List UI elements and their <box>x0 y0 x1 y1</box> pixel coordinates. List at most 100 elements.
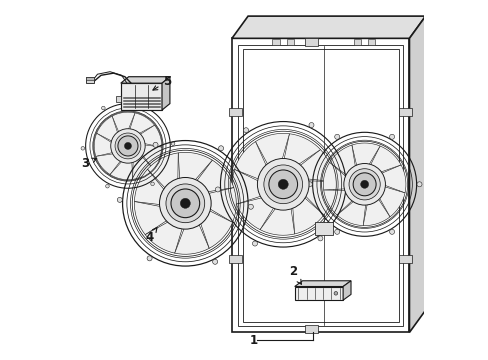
Bar <box>86 77 94 80</box>
Polygon shape <box>292 194 323 234</box>
Circle shape <box>389 229 394 234</box>
Bar <box>228 255 242 263</box>
Circle shape <box>389 134 394 139</box>
Polygon shape <box>236 196 276 230</box>
Circle shape <box>333 292 337 295</box>
Bar <box>353 39 360 45</box>
Polygon shape <box>121 77 169 83</box>
Bar <box>399 108 411 116</box>
Polygon shape <box>178 152 212 185</box>
Text: 3: 3 <box>81 157 97 170</box>
Polygon shape <box>367 146 400 174</box>
Polygon shape <box>231 16 425 39</box>
Circle shape <box>343 163 385 205</box>
Circle shape <box>348 169 380 200</box>
Polygon shape <box>294 281 350 287</box>
Text: 2: 2 <box>288 265 301 284</box>
Polygon shape <box>260 202 294 235</box>
Polygon shape <box>198 208 232 248</box>
Circle shape <box>346 177 350 182</box>
Bar <box>305 38 318 46</box>
Polygon shape <box>283 134 320 168</box>
Circle shape <box>147 256 152 261</box>
Bar <box>286 39 293 45</box>
Circle shape <box>416 182 421 187</box>
Polygon shape <box>96 153 122 175</box>
Bar <box>294 287 343 300</box>
Circle shape <box>118 136 138 156</box>
Polygon shape <box>193 160 233 193</box>
Polygon shape <box>145 219 183 253</box>
Circle shape <box>150 182 154 186</box>
Circle shape <box>252 241 257 246</box>
Circle shape <box>360 180 368 188</box>
Bar <box>228 108 242 116</box>
Circle shape <box>264 165 302 204</box>
Circle shape <box>117 197 122 202</box>
Bar <box>242 49 398 321</box>
Circle shape <box>146 104 150 108</box>
Circle shape <box>334 134 339 139</box>
Polygon shape <box>132 153 153 179</box>
Circle shape <box>268 170 297 199</box>
Circle shape <box>105 184 109 188</box>
Polygon shape <box>323 190 355 215</box>
Polygon shape <box>295 149 333 182</box>
Polygon shape <box>363 195 389 226</box>
Polygon shape <box>323 162 349 190</box>
Polygon shape <box>140 144 162 168</box>
Polygon shape <box>408 16 425 332</box>
Polygon shape <box>203 188 236 222</box>
Circle shape <box>317 236 322 241</box>
Polygon shape <box>376 185 404 217</box>
Bar <box>86 77 94 83</box>
Circle shape <box>218 146 223 151</box>
Circle shape <box>352 173 375 196</box>
Polygon shape <box>174 219 209 254</box>
Circle shape <box>308 122 313 127</box>
Circle shape <box>115 133 141 159</box>
Polygon shape <box>112 112 135 135</box>
Bar <box>116 95 121 102</box>
Polygon shape <box>376 165 405 193</box>
Bar <box>121 83 162 110</box>
Bar <box>231 39 408 332</box>
Circle shape <box>81 147 84 150</box>
Circle shape <box>102 106 105 110</box>
Circle shape <box>248 204 253 209</box>
Circle shape <box>243 128 248 133</box>
Text: 5: 5 <box>153 75 171 90</box>
Bar <box>367 39 375 45</box>
Polygon shape <box>329 145 355 178</box>
Bar <box>305 324 318 333</box>
Circle shape <box>306 182 312 187</box>
Bar <box>314 222 332 235</box>
Polygon shape <box>134 169 168 205</box>
Circle shape <box>165 184 204 223</box>
Polygon shape <box>232 170 266 204</box>
Polygon shape <box>301 181 333 215</box>
Circle shape <box>257 158 308 210</box>
Circle shape <box>124 143 131 149</box>
Circle shape <box>171 142 175 145</box>
Bar <box>272 39 279 45</box>
Polygon shape <box>255 133 289 170</box>
Polygon shape <box>97 116 119 143</box>
Text: 4: 4 <box>145 228 157 244</box>
Bar <box>399 255 411 263</box>
Polygon shape <box>162 77 169 110</box>
Polygon shape <box>234 141 268 181</box>
Circle shape <box>334 229 339 234</box>
Circle shape <box>171 189 199 218</box>
Polygon shape <box>351 143 379 170</box>
Circle shape <box>110 129 145 163</box>
Polygon shape <box>134 202 171 235</box>
Circle shape <box>159 177 211 229</box>
Polygon shape <box>137 125 162 147</box>
Polygon shape <box>147 153 178 193</box>
Circle shape <box>180 198 190 208</box>
Polygon shape <box>343 281 350 300</box>
Polygon shape <box>110 159 132 180</box>
Circle shape <box>153 142 158 147</box>
Polygon shape <box>129 113 154 135</box>
